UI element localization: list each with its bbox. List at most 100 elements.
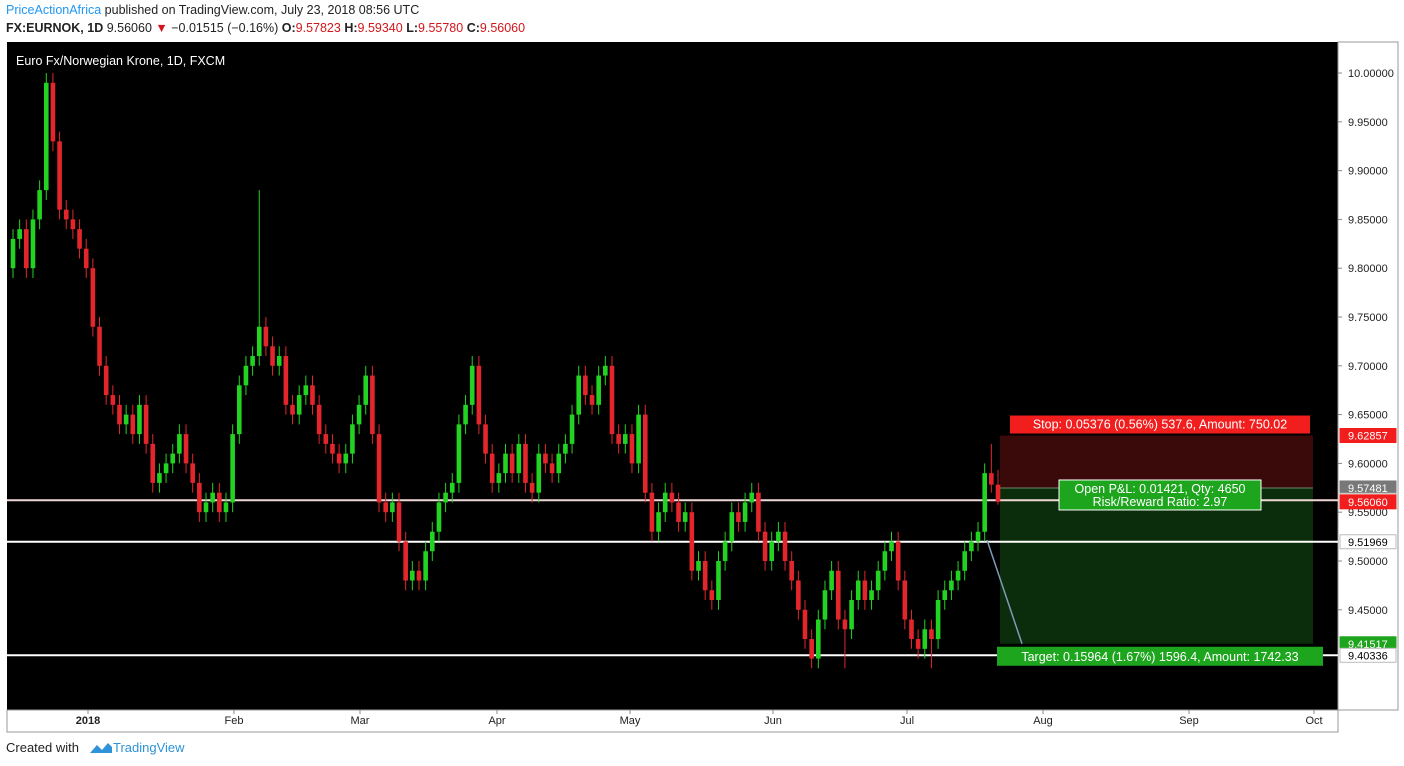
candle-body: [483, 424, 488, 454]
candle-body: [57, 141, 62, 210]
candle-body: [436, 502, 442, 532]
candle-body: [756, 492, 761, 532]
candle-body: [283, 356, 289, 405]
candle-body: [489, 453, 495, 483]
candle-body: [137, 404, 142, 435]
pnl-label: Open P&L: 0.01421, Qty: 4650: [1075, 482, 1246, 496]
candle-body: [929, 629, 934, 640]
candle-body: [995, 484, 1001, 502]
footer: Created with TradingView: [6, 740, 185, 755]
published: published on TradingView.com, July 23, 2…: [104, 3, 420, 17]
candle-body: [410, 570, 415, 581]
y-tick-label: 9.85000: [1348, 214, 1388, 226]
candle-body: [975, 531, 981, 542]
target-label: Target: 0.15964 (1.67%) 1596.4, Amount: …: [1021, 650, 1298, 664]
candle-body: [157, 473, 162, 483]
candle-body: [263, 326, 269, 347]
candle-body: [982, 473, 987, 532]
candle-body: [922, 629, 928, 649]
candle-body: [70, 219, 76, 230]
candle-body: [889, 541, 894, 552]
candle-body: [989, 473, 994, 485]
candle-body: [536, 453, 542, 493]
candle-body: [30, 219, 36, 269]
candle-body: [97, 326, 102, 366]
quote-line: FX:EURNOK, 1D 9.56060 ▼ −0.01515 (−0.16%…: [6, 21, 525, 35]
candle-body: [722, 541, 728, 561]
y-tick-label: 9.50000: [1348, 556, 1388, 568]
price-label-box: [1339, 534, 1397, 550]
candle-body: [596, 375, 601, 405]
x-tick-label: 2018: [76, 715, 100, 727]
candle-body: [270, 346, 275, 366]
candle-body: [117, 404, 122, 425]
candle-body: [609, 365, 615, 435]
candle-body: [962, 551, 968, 571]
candle-body: [682, 512, 688, 522]
target-label-box: [997, 646, 1323, 666]
candle-body: [935, 600, 941, 640]
candle-body: [503, 453, 508, 474]
x-tick-label: Oct: [1305, 715, 1322, 727]
change: −0.01515 (−0.16%): [171, 21, 279, 35]
candle-body: [343, 453, 349, 464]
candle-body: [476, 365, 482, 425]
x-tick-label: May: [620, 715, 641, 727]
candle-body: [443, 492, 448, 503]
candle-body: [676, 502, 681, 522]
candle-body: [423, 551, 428, 581]
candle-body: [509, 453, 515, 474]
candle-body: [942, 590, 948, 601]
candle-body: [716, 560, 721, 601]
candle-body: [709, 590, 715, 601]
pnl-label-box: [1058, 479, 1262, 511]
y-tick-label: 9.45000: [1348, 605, 1388, 617]
candle-body: [250, 356, 255, 366]
candle-body: [669, 492, 675, 503]
candle-body: [696, 560, 701, 571]
candle-body: [749, 492, 755, 503]
author[interactable]: PriceActionAfrica: [6, 3, 102, 17]
candle-body: [183, 434, 189, 464]
candle-body: [636, 414, 641, 464]
candle-body: [350, 424, 355, 454]
candle-body: [463, 404, 468, 425]
candle-body: [243, 365, 249, 386]
candle-body: [862, 580, 868, 601]
candle-body: [416, 570, 422, 581]
y-tick-label: 9.60000: [1348, 458, 1388, 470]
low: 9.55780: [418, 21, 464, 35]
projection-line: [986, 539, 1023, 645]
x-tick-label: Mar: [351, 715, 370, 727]
brand[interactable]: TradingView: [112, 740, 185, 755]
candle-body: [90, 268, 96, 327]
candle-body: [516, 443, 522, 474]
candle-body: [622, 434, 628, 444]
candle-body: [203, 502, 209, 513]
y-tick-label: 9.70000: [1348, 361, 1388, 373]
y-tick-label: 9.75000: [1348, 312, 1388, 324]
candle-body: [869, 590, 874, 601]
price-label-box: [1339, 428, 1397, 444]
candle-body: [310, 385, 315, 405]
candle-body: [769, 541, 775, 561]
candle-body: [177, 434, 182, 454]
candle-body: [589, 395, 595, 405]
candle-body: [429, 531, 435, 552]
candle-body: [170, 453, 176, 464]
y-tick-label: 9.65000: [1348, 410, 1388, 422]
candle-body: [217, 492, 222, 513]
candle-body: [789, 560, 794, 581]
candle-body: [356, 404, 362, 425]
candle-body: [496, 473, 502, 483]
x-tick-label: Feb: [225, 715, 244, 727]
candle-body: [822, 590, 828, 620]
candle-body: [829, 570, 834, 591]
candle-body: [290, 404, 295, 415]
candle-body: [276, 356, 282, 366]
candle-body: [77, 229, 82, 249]
candle-body: [642, 414, 648, 493]
candle-body: [230, 434, 235, 503]
candle-body: [376, 434, 382, 503]
